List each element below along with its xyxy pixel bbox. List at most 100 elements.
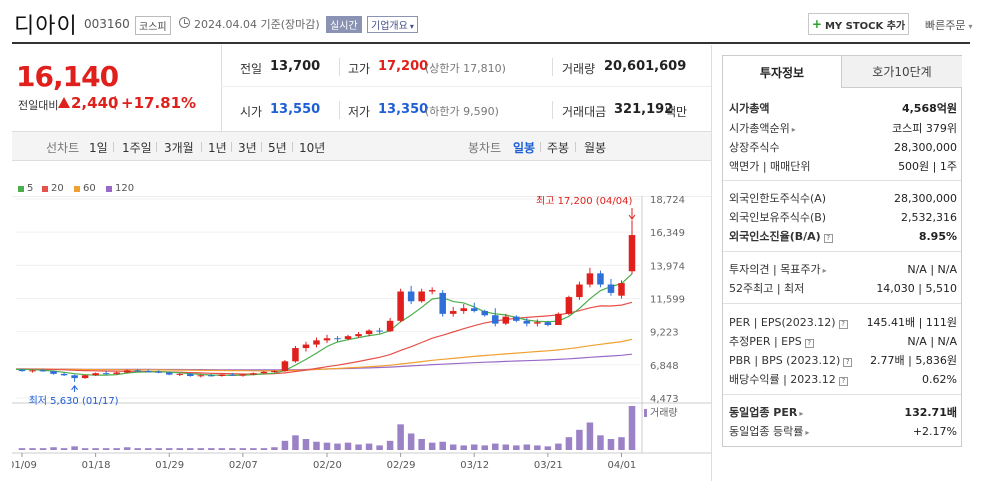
high-value: 17,200	[378, 59, 429, 74]
help-icon[interactable]: ?	[823, 234, 833, 243]
tab-hoga[interactable]: 호가10단계	[842, 56, 962, 88]
realtime-badge[interactable]: 실시간	[326, 16, 362, 33]
candle-body	[60, 373, 68, 376]
tab-weekly[interactable]: 주봉	[547, 141, 570, 155]
legend-label: 5	[27, 183, 34, 194]
tab-3m[interactable]: 3개월	[164, 141, 194, 155]
help-icon[interactable]: ?	[804, 339, 814, 348]
divider	[113, 142, 114, 152]
tab-1y[interactable]: 1년	[208, 141, 227, 155]
candle-body	[334, 338, 341, 340]
foreign-rate-label: 외국인소진율(B/A)	[729, 230, 821, 243]
volume-bar	[218, 448, 226, 450]
volume-bar	[50, 447, 57, 450]
divider	[723, 251, 961, 252]
foreign-hold-value: 2,532,316	[901, 210, 957, 224]
quick-order-button[interactable]: 빠른주문 ▾	[925, 17, 973, 33]
tab-invest-info[interactable]: 투자정보	[723, 56, 842, 88]
week52-value: 14,030 | 5,510	[876, 281, 957, 295]
candlestick-chart[interactable]: 18,724 16,349 13,974 11,599 9,223 6,848 4,473 거…	[12, 196, 711, 481]
divider	[261, 142, 262, 152]
date-text: 2024.04.04 기준(장마감)	[194, 18, 320, 31]
chevron-right-icon[interactable]: ▸	[805, 428, 810, 437]
candle-body	[302, 344, 310, 349]
x-tick-label: 02/29	[387, 460, 416, 471]
candle-body	[113, 372, 120, 374]
x-tick-label: 01/29	[155, 460, 184, 471]
volume-bar	[29, 448, 36, 450]
tab-1d[interactable]: 1일	[89, 141, 108, 155]
volume-bar	[229, 448, 236, 450]
foreign-rate-value: 8.95%	[918, 229, 957, 243]
mystock-add-button[interactable]: + MY STOCK 추가	[808, 13, 909, 35]
tab-daily[interactable]: 일봉	[513, 141, 536, 155]
divider	[723, 180, 961, 181]
help-icon[interactable]: ?	[838, 377, 848, 386]
quick-order-label: 빠른주문	[925, 19, 966, 32]
ma-60-line	[16, 338, 633, 372]
volume-bar	[18, 448, 26, 450]
chevron-right-icon[interactable]: ▸	[791, 125, 796, 134]
volume-bar	[502, 444, 510, 450]
tab-5y[interactable]: 5년	[268, 141, 287, 155]
trade-amount-unit: 백만	[665, 105, 688, 119]
candle-body	[155, 371, 162, 373]
foreign-hold-row: 외국인보유주식수(B) 2,532,316	[729, 209, 957, 225]
low-label: 저가	[348, 105, 371, 119]
legend-swatch	[42, 185, 48, 192]
candle-body	[176, 373, 184, 375]
volume-legend-swatch	[644, 409, 647, 417]
low-arrow-head	[71, 385, 78, 391]
week52-label: 52주최고 | 최저	[729, 282, 805, 295]
tab-monthly[interactable]: 월봉	[584, 141, 607, 155]
help-icon[interactable]: ?	[843, 357, 853, 367]
shares-value: 28,300,000	[894, 140, 957, 154]
divider	[723, 394, 961, 395]
prev-close-value: 13,700	[270, 59, 321, 74]
foreign-hold-label: 외국인보유주식수(B)	[729, 211, 827, 224]
divider	[221, 86, 711, 87]
legend-ma5: 5	[18, 183, 33, 194]
volume-bar	[407, 433, 415, 450]
y-tick-label: 18,724	[650, 196, 685, 206]
volume-bar	[397, 424, 404, 450]
tab-1w[interactable]: 1주일	[122, 141, 152, 155]
candle-body	[187, 373, 194, 376]
tab-10y[interactable]: 10년	[299, 141, 326, 155]
candle-body	[165, 372, 173, 375]
divider	[339, 101, 340, 119]
divider	[221, 45, 222, 131]
volume-bar	[418, 439, 425, 450]
tab-3y[interactable]: 3년	[238, 141, 257, 155]
volume-bar	[302, 439, 310, 450]
volume-bar	[271, 447, 278, 450]
chevron-right-icon[interactable]: ▸	[822, 266, 827, 275]
legend-ma120: 120	[106, 183, 134, 194]
company-info-button[interactable]: 기업개요 ▾	[367, 16, 418, 33]
divider	[552, 101, 553, 119]
candle-body	[271, 371, 278, 373]
volume-bar	[439, 441, 446, 450]
est-per-value: N/A | N/A	[907, 334, 957, 348]
candle-body	[628, 235, 636, 272]
divider	[156, 142, 157, 152]
help-icon[interactable]: ?	[838, 319, 848, 329]
volume-bar	[144, 448, 152, 450]
legend-swatch	[106, 185, 112, 192]
chevron-right-icon[interactable]: ▸	[799, 409, 804, 418]
volume-bar	[534, 445, 541, 450]
y-tick-label: 16,349	[650, 228, 685, 239]
legend-swatch	[18, 185, 24, 192]
candle-body	[102, 373, 110, 375]
volume-bar	[470, 444, 478, 450]
industry-per-value: 132.71배	[904, 406, 957, 419]
candle-body	[376, 330, 383, 332]
low-value: 13,350	[378, 102, 429, 117]
volume-bar	[260, 448, 268, 450]
stock-code: 003160	[84, 17, 130, 31]
dividend-label: 배당수익률 | 2023.12	[729, 373, 836, 386]
ma-5-line	[16, 273, 633, 377]
legend-ma20: 20	[42, 183, 64, 194]
prev-close-label: 전일	[240, 62, 263, 76]
industry-rate-value: +2.17%	[912, 424, 957, 438]
